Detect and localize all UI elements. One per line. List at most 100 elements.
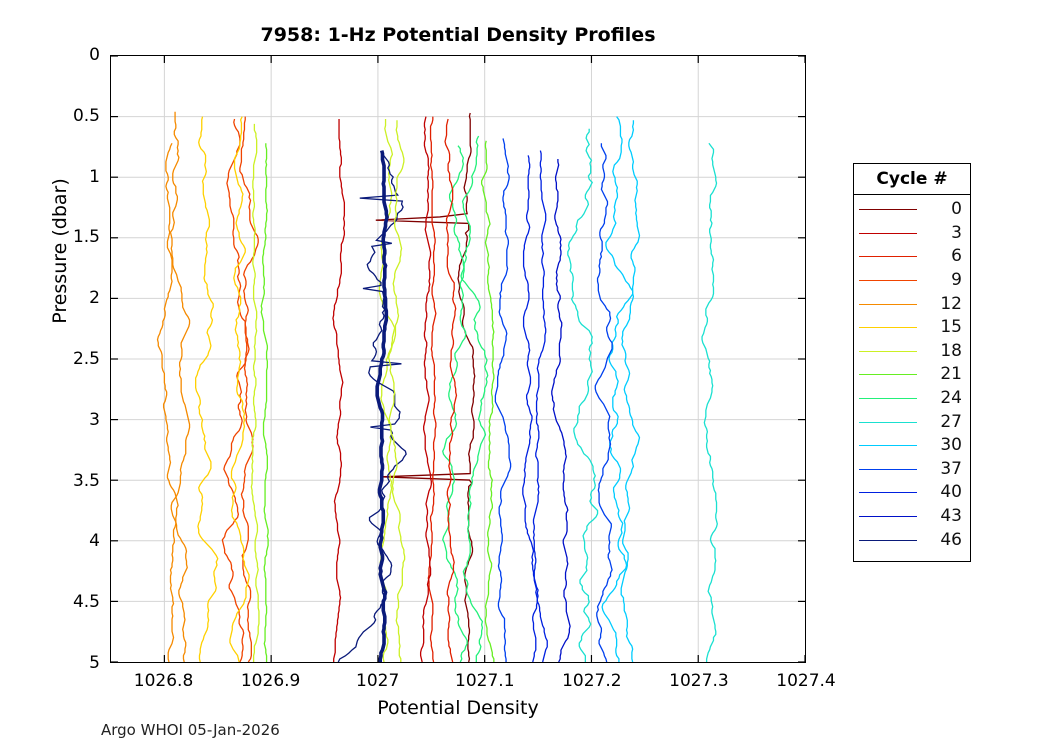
legend-item-label: 27 (940, 411, 962, 432)
legend-item-label: 21 (940, 364, 962, 385)
profile-line-cycle-3b (421, 117, 432, 662)
legend-title: Cycle # (854, 164, 970, 195)
profile-line-cycle-24 (461, 136, 488, 662)
legend-item-cycle-37[interactable]: 37 (854, 458, 970, 482)
legend-item-label: 3 (951, 222, 962, 243)
y-tick-label: 1 (89, 166, 100, 187)
legend-item-label: 46 (940, 529, 962, 550)
legend-color-swatch (859, 280, 917, 282)
profile-line-cycle-12b (158, 143, 179, 662)
legend-color-swatch (859, 327, 917, 329)
legend-color-swatch (859, 398, 917, 400)
profile-line-cycle-37 (495, 138, 510, 662)
legend-color-swatch (859, 232, 917, 234)
legend-item-cycle-27[interactable]: 27 (854, 410, 970, 434)
y-tick-label: 4.5 (72, 592, 100, 613)
legend-item-cycle-24[interactable]: 24 (854, 387, 970, 411)
y-tick-label: 1.5 (72, 227, 100, 248)
profile-line-cycle-0 (376, 113, 475, 662)
y-tick-label: 5 (89, 653, 100, 673)
profile-line-cycle-40b (523, 155, 538, 662)
y-tick-label: 2.5 (72, 349, 100, 369)
y-tick-label: 0.5 (72, 105, 100, 126)
x-tick-label: 1027.4 (776, 671, 836, 691)
y-axis-label: Pressure (dbar) (49, 178, 71, 324)
legend-item-label: 15 (940, 317, 962, 338)
legend-item-cycle-9[interactable]: 9 (854, 269, 970, 293)
legend-color-swatch (859, 256, 917, 258)
x-tick-label: 1026.9 (240, 671, 301, 691)
y-tick-label: 0 (89, 45, 100, 65)
legend-item-label: 9 (951, 270, 962, 291)
legend-item-list: 0 3 6 9 12 15 18 21 24 27 30 37 40 43 46 (854, 195, 970, 552)
y-tick-label: 2 (89, 288, 100, 309)
x-tick-label: 1027.1 (455, 671, 515, 691)
legend-item-cycle-12[interactable]: 12 (854, 292, 970, 316)
profile-line-cycle-9 (222, 119, 246, 662)
legend-item-cycle-15[interactable]: 15 (854, 316, 970, 340)
legend-color-swatch (859, 539, 917, 541)
legend-item-cycle-46[interactable]: 46 (854, 528, 970, 552)
y-tick-label: 3.5 (72, 470, 100, 491)
legend-item-label: 6 (951, 246, 962, 267)
profile-line-cycle-21 (261, 143, 268, 662)
profile-line-cycle-24b (443, 146, 467, 662)
legend-color-swatch (859, 303, 917, 305)
profile-line-cycle-15b (230, 117, 249, 662)
profile-line-cycle-27b (702, 143, 717, 662)
profile-line-cycle-12 (170, 112, 189, 662)
legend-color-swatch (859, 516, 917, 518)
legend-item-label: 30 (940, 435, 962, 456)
page-title: 7958: 1-Hz Potential Density Profiles (260, 24, 656, 46)
legend-color-swatch (859, 468, 917, 470)
profile-line-cycle-3 (333, 119, 344, 662)
legend-color-swatch (859, 445, 917, 447)
legend-item-label: 12 (940, 293, 962, 314)
profile-line-cycle-43 (552, 159, 570, 662)
legend-item-cycle-0[interactable]: 0 (854, 198, 970, 222)
profile-line-cycle-18c (251, 124, 259, 662)
profile-line-cycle-30b (621, 120, 639, 662)
x-axis-label: Potential Density (377, 697, 539, 719)
legend-color-swatch (859, 350, 917, 352)
profile-line-cycle-21b (482, 141, 494, 662)
footer-credit: Argo WHOI 05-Jan-2026 (101, 721, 280, 739)
profile-line-cycle-30 (602, 117, 633, 662)
legend-item-cycle-18[interactable]: 18 (854, 340, 970, 364)
legend-color-swatch (859, 421, 917, 423)
profile-line-cycle-15 (196, 117, 218, 662)
x-tick-label: 1027.3 (669, 671, 729, 691)
legend-item-label: 24 (940, 388, 962, 409)
profile-line-cycle-9b (240, 117, 258, 662)
plot-area (110, 55, 806, 663)
legend-item-label: 37 (940, 458, 962, 479)
x-tick-label: 1027.2 (562, 671, 622, 691)
y-tick-label: 3 (89, 409, 100, 430)
profile-line-cycle-6 (428, 117, 436, 662)
legend-item-cycle-40[interactable]: 40 (854, 481, 970, 505)
legend-item-label: 40 (940, 482, 962, 503)
profile-line-cycle-46b (338, 153, 406, 662)
legend-color-swatch (859, 209, 917, 211)
legend-item-cycle-21[interactable]: 21 (854, 363, 970, 387)
profiles-plot (111, 56, 805, 662)
legend-color-swatch (859, 374, 917, 376)
y-tick-label: 4 (89, 531, 100, 552)
legend-item-cycle-6[interactable]: 6 (854, 245, 970, 269)
legend-item-label: 18 (940, 340, 962, 361)
profile-line-cycle-46 (377, 151, 387, 662)
profile-line-cycle-37b (595, 143, 612, 662)
legend-item-cycle-3[interactable]: 3 (854, 222, 970, 246)
legend: Cycle # 0 3 6 9 12 15 18 21 24 27 30 37 40 43 46 (853, 163, 971, 562)
profile-line-cycle-18b (389, 120, 405, 662)
profile-line-cycle-27 (568, 129, 598, 662)
legend-color-swatch (859, 492, 917, 494)
legend-item-cycle-43[interactable]: 43 (854, 505, 970, 529)
legend-item-cycle-30[interactable]: 30 (854, 434, 970, 458)
legend-item-label: 0 (951, 199, 962, 220)
x-tick-label: 1026.8 (133, 671, 194, 691)
legend-item-label: 43 (940, 506, 962, 527)
profile-line-cycle-6b (445, 119, 456, 662)
x-tick-label: 1027 (356, 671, 400, 691)
